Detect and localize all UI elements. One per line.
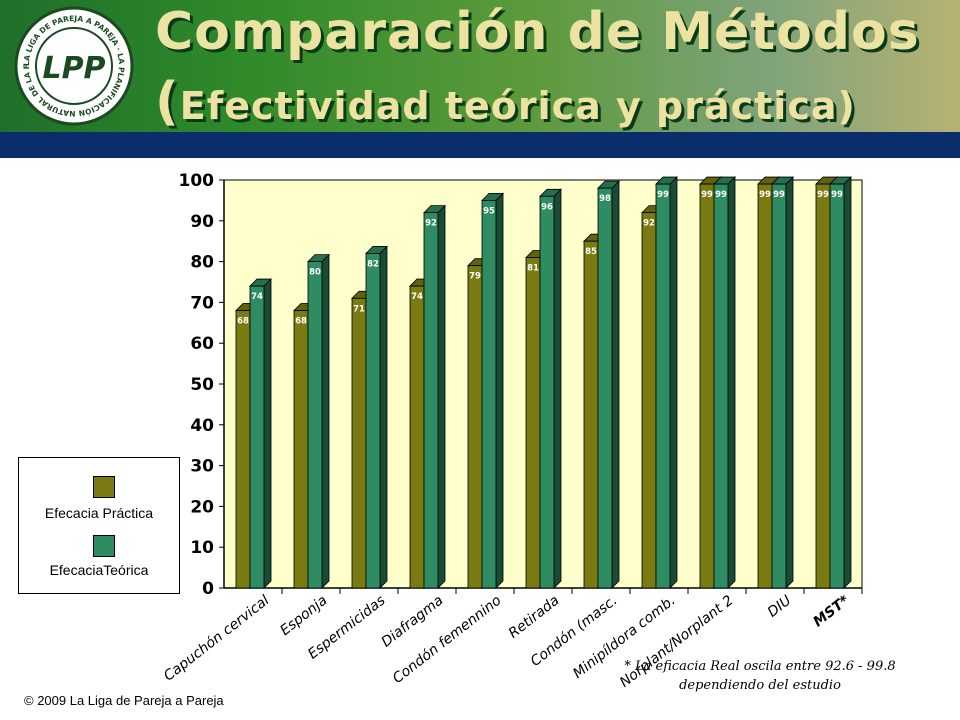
y-tick-label: 50 [190,375,214,395]
y-tick-label: 0 [202,579,214,599]
y-tick-label: 30 [190,457,214,477]
bar-value-label: 92 [643,219,655,229]
bar-teorica [597,187,613,589]
bar-practica [409,285,425,589]
chart-legend: Efecacia Práctica EfecaciaTeórica [18,457,180,594]
subtitle-open-paren: ( [155,72,180,132]
bar-practica [235,310,251,589]
y-tick-label: 90 [190,212,214,232]
x-category-label: MST* [810,592,853,630]
legend-label-practica: Efecacia Práctica [44,505,154,521]
legend-swatch-practica [93,476,115,498]
bar-side [263,278,272,589]
bar-teorica [423,212,439,589]
bar-side [785,176,794,589]
copyright-text: © 2009 La Liga de Pareja a Pareja [24,693,224,708]
bar-value-label: 99 [831,190,843,200]
bar-practica [583,240,599,589]
bar-teorica [249,285,265,589]
x-category-label: Esponja [277,593,330,639]
bar-teorica [829,183,845,589]
bar-practica [293,310,309,589]
bar-side [495,192,504,589]
bar-value-label: 99 [773,190,785,200]
legend-label-teorica: EfecaciaTeórica [49,562,149,578]
bar-value-label: 80 [309,268,321,278]
lpp-logo: LA LIGA DE PAREJA A PAREJA · LA PLANIFIC… [14,6,134,126]
bar-side [321,253,330,589]
bar-value-label: 99 [715,190,727,200]
bar-side [437,204,446,589]
bar-side [843,176,852,589]
y-tick-label: 100 [179,171,215,191]
bar-side [379,245,388,589]
bar-value-label: 99 [701,190,713,200]
x-category-label: Retirada [506,593,563,642]
bar-value-label: 98 [599,194,611,204]
bar-practica [525,257,541,589]
bar-value-label: 99 [817,190,829,200]
legend-swatch-teorica [93,535,115,557]
y-tick-label: 20 [190,497,214,517]
bar-value-label: 68 [295,317,307,327]
subtitle-text: Efectividad teórica y práctica) [179,84,856,128]
bar-value-label: 99 [759,190,771,200]
bar-teorica [481,199,497,589]
bar-value-label: 71 [353,304,365,314]
bar-value-label: 96 [541,202,553,212]
bar-value-label: 74 [411,292,423,302]
bar-teorica [365,253,381,589]
header-banner [0,0,960,132]
bar-practica [699,183,715,589]
bar-teorica [307,261,323,589]
page-subtitle: (Efectividad teórica y práctica) [155,72,856,132]
footnote-line-2: dependiendo del estudio [679,678,841,693]
footnote-line-1: * La eficacia Real oscila entre 92.6 - 9… [624,659,896,674]
y-tick-label: 10 [190,538,214,558]
header-band [0,132,960,158]
bar-teorica [655,183,671,589]
bar-value-label: 68 [237,317,249,327]
bar-value-label: 79 [469,272,481,282]
x-category-label: Capuchón cervical [161,592,273,684]
bar-side [553,188,562,589]
bar-value-label: 85 [585,247,597,257]
bar-side [727,176,736,589]
bar-side [669,176,678,589]
bar-practica [467,265,483,589]
y-tick-label: 70 [190,293,214,313]
y-tick-label: 60 [190,334,214,354]
x-category-label: Condón femennino [390,593,505,687]
bar-value-label: 82 [367,259,379,269]
bar-value-label: 99 [657,190,669,200]
bar-side [611,180,620,589]
y-tick-label: 40 [190,416,214,436]
footnote: * La eficacia Real oscila entre 92.6 - 9… [590,657,930,695]
bar-practica [757,183,773,589]
bar-value-label: 92 [425,219,437,229]
bar-teorica [539,195,555,589]
page-title: Comparación de Métodos [155,2,920,62]
bar-teorica [771,183,787,589]
bar-teorica [713,183,729,589]
bar-value-label: 95 [483,206,495,216]
x-category-label: DIU [765,593,795,621]
y-tick-label: 80 [190,253,214,273]
bar-value-label: 81 [527,264,539,274]
bar-practica [351,297,367,589]
logo-letters: LPP [42,51,105,86]
bar-practica [815,183,831,589]
bar-practica [641,212,657,589]
bar-value-label: 74 [251,292,263,302]
